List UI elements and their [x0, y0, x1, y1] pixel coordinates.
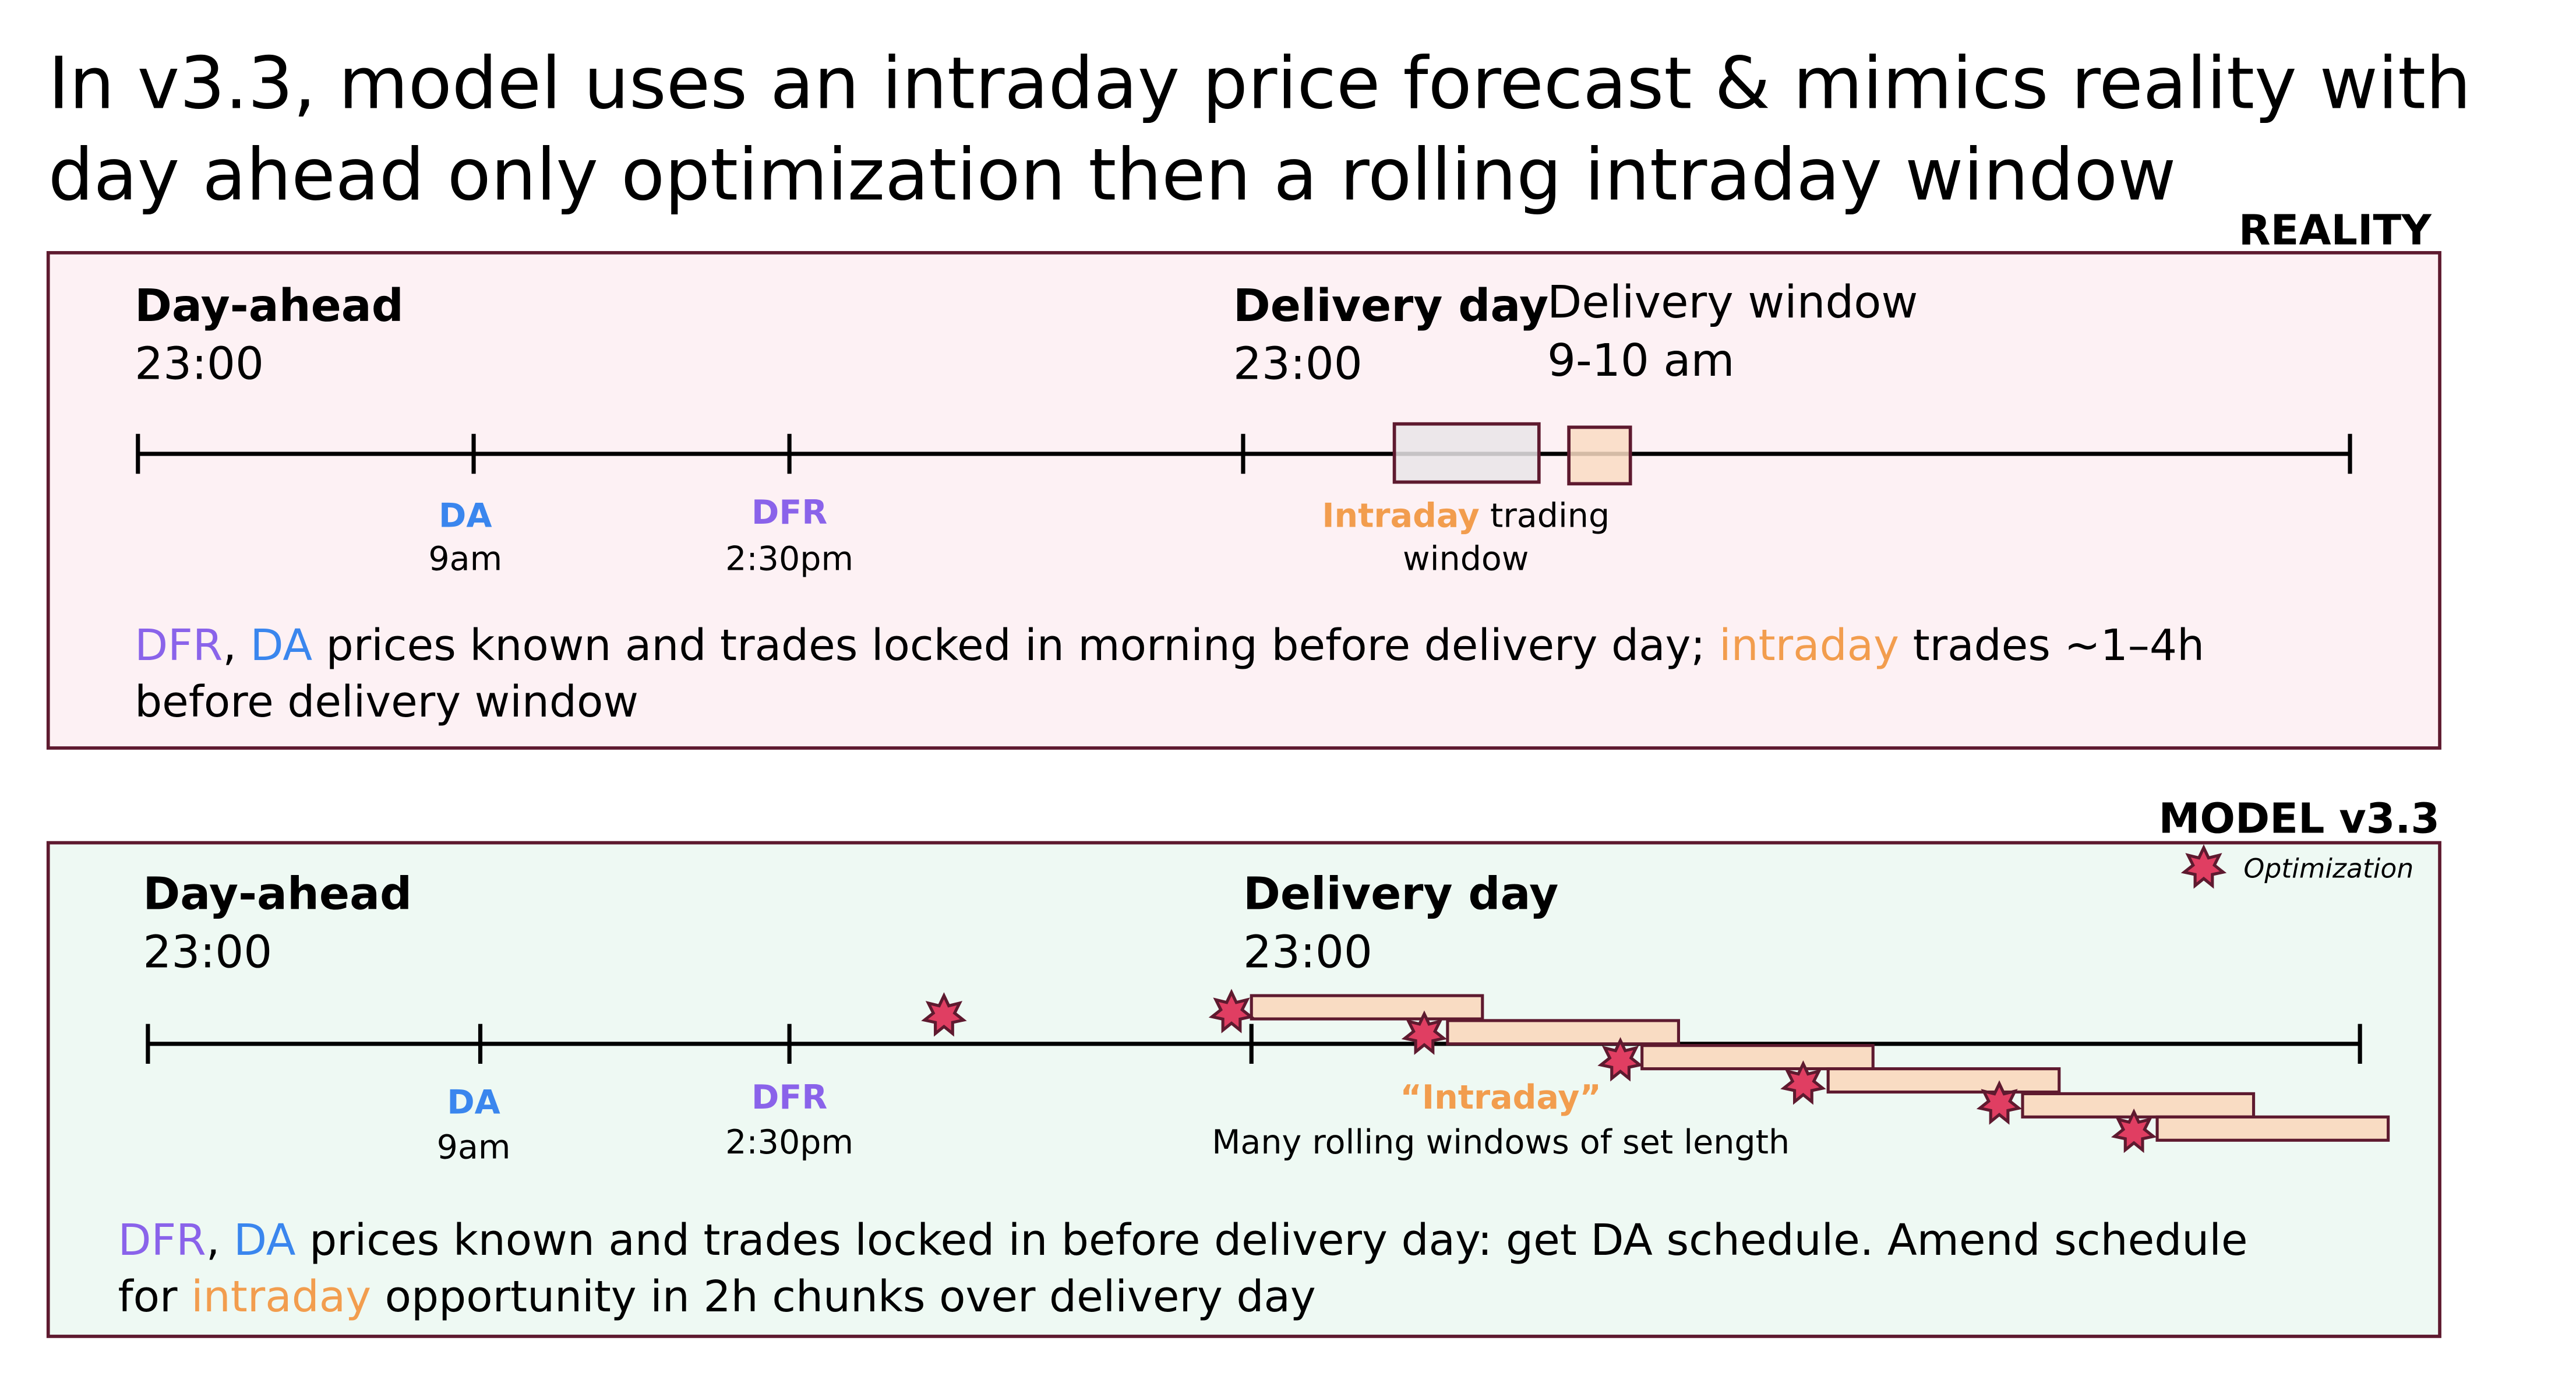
intraday-word: Intraday: [1322, 497, 1480, 535]
reality-delivery-day-time: 23:00: [1233, 338, 1363, 390]
intraday-trading-window-box: [1392, 422, 1541, 484]
da-term: DA: [234, 1215, 296, 1265]
da-term: DA: [250, 620, 313, 671]
model-label: MODEL v3.3: [2158, 794, 2440, 842]
model-da-time: 9am: [437, 1128, 511, 1167]
model-day-ahead: Day-ahead: [143, 869, 412, 920]
delivery-window-box: [1567, 425, 1632, 486]
model-intraday-label: “Intraday”: [1400, 1078, 1601, 1117]
rolling-intraday-window: [2155, 1115, 2390, 1142]
reality-day-ahead-time: 23:00: [135, 338, 264, 390]
intraday-term: intraday: [1719, 620, 1899, 671]
reality-da-time: 9am: [428, 540, 502, 578]
desc-text: trades ~1–4h: [1899, 620, 2204, 671]
desc-text: prices known and trades locked in before…: [296, 1215, 2248, 1265]
dfr-term: DFR: [118, 1215, 206, 1265]
reality-description-line2: before delivery window: [135, 677, 638, 727]
rolling-intraday-window: [1250, 994, 1484, 1021]
rolling-windows: [921, 989, 2390, 1153]
model-delivery-day-time: 23:00: [1243, 927, 1372, 979]
optimization-star-icon: [1976, 1080, 2023, 1125]
reality-intraday-label-line2: window: [1403, 540, 1529, 578]
reality-da-label: DA: [439, 497, 492, 535]
legend-label: Optimization: [2243, 853, 2413, 884]
separator: ,: [223, 620, 250, 671]
optimization-star-icon: [1597, 1037, 1643, 1082]
rolling-intraday-window: [1640, 1044, 1875, 1071]
optimization-star-icon: [2180, 844, 2227, 889]
legend: Optimization: [2180, 844, 2413, 889]
model-da-label: DA: [447, 1084, 500, 1122]
model-dfr-label: DFR: [751, 1078, 827, 1117]
model-timeline: [146, 1024, 2362, 1064]
model-delivery-day: Delivery day: [1243, 869, 1558, 920]
rolling-intraday-window: [1826, 1067, 2061, 1094]
title-line-2: day ahead only optimization then a rolli…: [48, 133, 2176, 217]
rolling-intraday-window: [2021, 1092, 2256, 1119]
optimization-star-icon: [1780, 1060, 1826, 1105]
optimization-star-icon: [2111, 1108, 2157, 1153]
title-line-1: In v3.3, model uses an intraday price fo…: [48, 42, 2471, 125]
optimization-star-icon: [1401, 1010, 1448, 1055]
dfr-term: DFR: [135, 620, 223, 671]
model-description-line2: for intraday opportunity in 2h chunks ov…: [118, 1272, 1316, 1322]
rolling-intraday-window: [1446, 1019, 1680, 1046]
reality-label: REALITY: [2239, 206, 2432, 255]
reality-delivery-day: Delivery day: [1233, 280, 1548, 332]
reality-timeline: [136, 433, 2352, 474]
reality-intraday-label: Intraday trading: [1322, 497, 1610, 535]
model-day-ahead-time: 23:00: [143, 927, 272, 979]
separator: ,: [206, 1215, 234, 1265]
model-intraday-desc: Many rolling windows of set length: [1212, 1123, 1790, 1162]
model-dfr-time: 2:30pm: [725, 1123, 853, 1162]
reality-dfr-time: 2:30pm: [725, 540, 853, 578]
reality-day-ahead: Day-ahead: [135, 280, 404, 332]
model-description-line1: DFR, DA prices known and trades locked i…: [118, 1215, 2248, 1265]
reality-dfr-label: DFR: [751, 493, 827, 532]
optimization-star-icon: [1208, 989, 1255, 1033]
desc-text: opportunity in 2h chunks over delivery d…: [371, 1272, 1316, 1322]
reality-description-line1: DFR, DA prices known and trades locked i…: [135, 620, 2204, 671]
reality-delivery-window: Delivery window: [1547, 277, 1918, 329]
desc-text: for: [118, 1272, 192, 1322]
reality-panel: [46, 251, 2441, 750]
desc-text: prices known and trades locked in mornin…: [312, 620, 1719, 671]
optimization-star-icon: [921, 992, 967, 1037]
reality-delivery-window-time: 9-10 am: [1547, 335, 1735, 387]
intraday-rest: trading: [1480, 497, 1610, 535]
intraday-term: intraday: [191, 1272, 371, 1322]
